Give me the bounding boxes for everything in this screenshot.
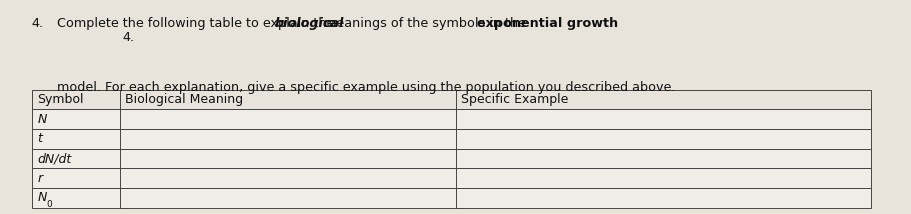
Text: dN/dt: dN/dt xyxy=(37,152,72,165)
Text: biological: biological xyxy=(274,17,343,30)
Text: 0: 0 xyxy=(46,200,52,209)
Text: Biological Meaning: Biological Meaning xyxy=(126,93,243,106)
Text: meanings of the symbols in the: meanings of the symbols in the xyxy=(320,17,529,30)
Text: 4.: 4. xyxy=(122,31,135,44)
Text: N: N xyxy=(37,113,46,126)
Text: exponential growth: exponential growth xyxy=(476,17,618,30)
Text: model. For each explanation, give a specific example using the population you de: model. For each explanation, give a spec… xyxy=(57,81,675,94)
Text: Symbol: Symbol xyxy=(37,93,84,106)
Text: Complete the following table to explain the: Complete the following table to explain … xyxy=(57,17,339,30)
Text: r: r xyxy=(37,172,43,185)
Text: Specific Example: Specific Example xyxy=(461,93,568,106)
Text: 4.: 4. xyxy=(32,17,44,30)
Text: N: N xyxy=(37,191,46,204)
Text: t: t xyxy=(37,132,42,146)
